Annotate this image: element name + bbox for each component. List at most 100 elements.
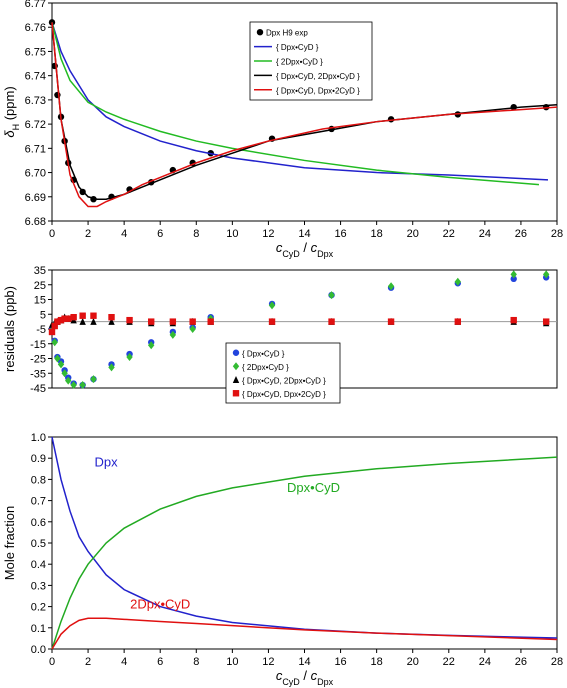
y-tick-label: 35 bbox=[34, 265, 46, 277]
axis-label: Mole fraction bbox=[2, 506, 17, 580]
marker bbox=[70, 314, 77, 321]
marker bbox=[57, 360, 65, 369]
x-tick-label: 28 bbox=[551, 228, 563, 240]
marker bbox=[70, 381, 77, 390]
y-tick-label: 0.4 bbox=[31, 559, 46, 571]
marker bbox=[387, 318, 395, 325]
x-tick-label: 4 bbox=[121, 656, 127, 668]
x-tick-label: 10 bbox=[226, 656, 238, 668]
label-part: CyD bbox=[282, 677, 300, 687]
x-tick-label: 16 bbox=[334, 656, 346, 668]
y-tick-label: 6.71 bbox=[25, 143, 46, 155]
legend-marker bbox=[232, 362, 240, 371]
x-tick-label: 20 bbox=[407, 228, 419, 240]
y-tick-label: -5 bbox=[36, 324, 46, 336]
marker bbox=[126, 353, 133, 362]
x-tick-label: 18 bbox=[371, 656, 383, 668]
label-part: (ppm) bbox=[2, 86, 17, 124]
line-series bbox=[51, 617, 558, 650]
x-tick-label: 6 bbox=[157, 656, 163, 668]
x-tick-label: 24 bbox=[479, 656, 491, 668]
marker bbox=[189, 325, 196, 333]
marker bbox=[169, 330, 177, 339]
plot-frame bbox=[51, 436, 558, 650]
legend-marker bbox=[232, 349, 240, 356]
x-tick-label: 16 bbox=[334, 228, 346, 240]
marker bbox=[90, 375, 97, 384]
marker bbox=[387, 282, 395, 291]
x-tick-label: 0 bbox=[49, 228, 55, 240]
marker bbox=[54, 318, 61, 325]
marker bbox=[90, 317, 97, 325]
marker bbox=[57, 316, 65, 324]
x-tick-label: 6 bbox=[157, 228, 163, 240]
marker bbox=[51, 322, 58, 330]
y-tick-label: 6.75 bbox=[25, 46, 46, 58]
legend-label: { Dpx•CyD, 2Dpx•CyD } bbox=[276, 72, 360, 81]
marker bbox=[328, 318, 335, 325]
legend-box bbox=[225, 342, 341, 404]
x-tick-label: 2 bbox=[85, 656, 91, 668]
curve-label: Dpx•CyD bbox=[287, 480, 340, 495]
marker bbox=[454, 318, 462, 325]
y-tick-label: 25 bbox=[34, 280, 46, 292]
y-tick-label: 0.9 bbox=[31, 453, 46, 465]
marker bbox=[207, 318, 214, 325]
axis-label: cCyD / cDpx bbox=[276, 240, 334, 259]
y-tick-label: -25 bbox=[30, 354, 46, 366]
marker bbox=[108, 317, 115, 325]
curve-label: 2Dpx•CyD bbox=[130, 597, 190, 612]
marker bbox=[79, 312, 86, 319]
marker bbox=[48, 19, 56, 26]
legend-label: { Dpx•CyD } bbox=[242, 349, 285, 358]
x-tick-label: 0 bbox=[49, 656, 55, 668]
y-tick-label: 6.76 bbox=[25, 22, 46, 34]
label-part: c bbox=[276, 240, 283, 255]
x-tick-label: 4 bbox=[121, 228, 127, 240]
legend-label: { 2Dpx•CyD } bbox=[276, 58, 323, 67]
marker bbox=[65, 376, 72, 385]
line-series bbox=[51, 22, 540, 186]
marker bbox=[48, 328, 56, 336]
marker bbox=[61, 369, 68, 378]
marker bbox=[169, 318, 177, 325]
marker bbox=[79, 317, 86, 325]
marker bbox=[126, 316, 133, 324]
marker bbox=[510, 275, 517, 283]
curve-label: Dpx bbox=[95, 455, 119, 470]
legend-marker bbox=[232, 390, 240, 397]
y-tick-label: -45 bbox=[30, 383, 46, 395]
y-tick-label: 0.3 bbox=[31, 580, 46, 592]
marker bbox=[108, 363, 115, 372]
marker bbox=[542, 270, 550, 279]
x-tick-label: 28 bbox=[551, 656, 563, 668]
label-part: residuals (ppb) bbox=[2, 286, 17, 372]
y-tick-label: 15 bbox=[34, 295, 46, 307]
y-tick-label: 0.6 bbox=[31, 517, 46, 529]
label-part: Dpx bbox=[317, 249, 334, 259]
legend-label: { 2Dpx•CyD } bbox=[242, 363, 289, 372]
line-series bbox=[51, 22, 558, 208]
marker bbox=[268, 318, 276, 325]
label-part: c bbox=[311, 668, 318, 683]
y-tick-label: 6.70 bbox=[25, 168, 46, 180]
label-part: Mole fraction bbox=[2, 506, 17, 580]
x-tick-label: 22 bbox=[443, 228, 455, 240]
label-part: / bbox=[300, 240, 311, 255]
line-series bbox=[51, 436, 558, 639]
marker bbox=[454, 277, 462, 286]
y-tick-label: 6.69 bbox=[25, 192, 46, 204]
marker bbox=[90, 312, 97, 319]
legend-label: { Dpx•CyD } bbox=[276, 43, 319, 52]
x-tick-label: 22 bbox=[443, 656, 455, 668]
legend-label: { Dpx•CyD, 2Dpx•CyD } bbox=[242, 376, 326, 385]
y-tick-label: 0.5 bbox=[31, 538, 46, 550]
x-tick-label: 18 bbox=[371, 228, 383, 240]
marker bbox=[54, 354, 61, 363]
y-tick-label: 0.2 bbox=[31, 602, 46, 614]
y-tick-label: 5 bbox=[40, 309, 46, 321]
label-part: Dpx bbox=[317, 677, 334, 687]
y-tick-label: 1.0 bbox=[31, 432, 46, 444]
x-tick-label: 20 bbox=[407, 656, 419, 668]
marker bbox=[328, 291, 335, 300]
